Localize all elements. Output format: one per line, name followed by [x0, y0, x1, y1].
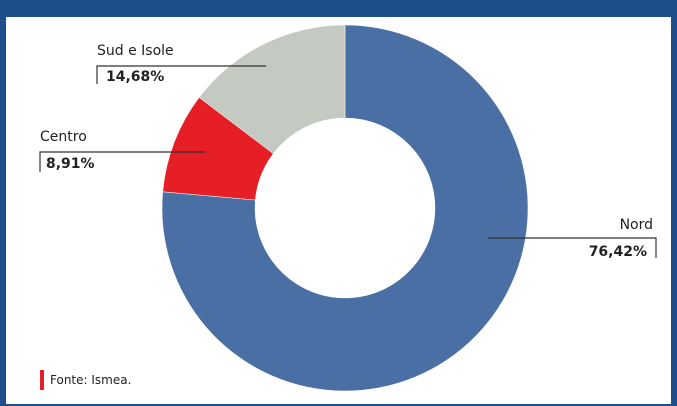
header-bar	[0, 0, 677, 17]
label-centro-value: 8,91%	[46, 156, 95, 172]
label-centro-name: Centro	[40, 129, 87, 145]
source-text: Fonte: Ismea.	[50, 373, 132, 387]
source-marker	[40, 370, 44, 390]
leader-sud	[96, 65, 266, 84]
slice-sud-e-isole	[198, 24, 346, 154]
slice-nord	[161, 24, 529, 392]
leader-centro	[39, 151, 205, 172]
leader-nord	[488, 237, 657, 258]
label-sud-value: 14,68%	[106, 69, 164, 85]
source-note: Fonte: Ismea.	[40, 370, 131, 390]
label-nord-name: Nord	[620, 217, 653, 233]
label-nord-value: 76,42%	[589, 244, 647, 260]
label-sud-name: Sud e Isole	[97, 43, 174, 59]
